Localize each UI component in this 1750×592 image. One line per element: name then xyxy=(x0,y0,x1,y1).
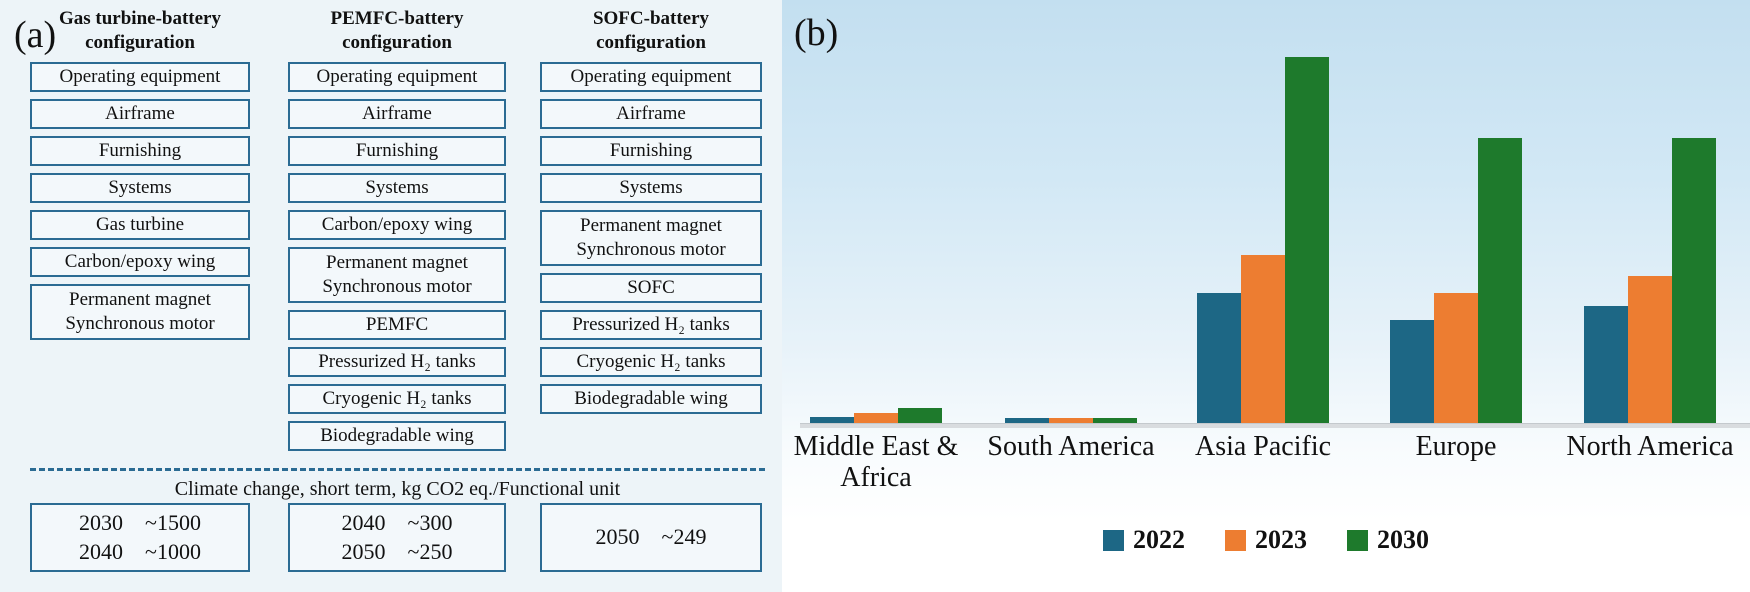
config-box: Furnishing xyxy=(30,136,250,166)
bar-group-middle-east-africa xyxy=(810,408,942,423)
config-box: Biodegradable wing xyxy=(288,421,506,451)
chart-legend: 2022 2023 2030 xyxy=(782,527,1750,553)
metric-box-sofc: 2050 ~249 xyxy=(540,503,762,572)
config-box: Operating equipment xyxy=(30,62,250,92)
panel-b: (b) Middle East & Africa South America Asi… xyxy=(782,0,1750,592)
legend-item-2023: 2023 xyxy=(1225,527,1307,553)
bar-2023-south-america xyxy=(1049,418,1093,423)
config-box: Pressurized H₂ tanks xyxy=(540,310,762,340)
metric-value: ~250 xyxy=(407,538,453,564)
bar-2022-europe xyxy=(1390,320,1434,423)
config-box: SOFC xyxy=(540,273,762,303)
config-box: Airframe xyxy=(30,99,250,129)
config-column-pemfc-battery: PEMFC-battery configuration Operating eq… xyxy=(288,6,506,451)
column-title: SOFC-battery configuration xyxy=(592,7,710,53)
config-box: Carbon/epoxy wing xyxy=(288,210,506,240)
config-box: Furnishing xyxy=(540,136,762,166)
config-box: PEMFC xyxy=(288,310,506,340)
x-label-middle-east-africa: Middle East & Africa xyxy=(793,431,959,493)
bar-group-asia-pacific xyxy=(1197,57,1329,423)
legend-label: 2023 xyxy=(1255,525,1307,554)
config-box: Furnishing xyxy=(288,136,506,166)
legend-label: 2030 xyxy=(1377,525,1429,554)
config-box: Permanent magnet Synchronous motor xyxy=(30,284,250,340)
config-box: Gas turbine xyxy=(30,210,250,240)
bar-2022-north-america xyxy=(1584,306,1628,423)
config-box: Airframe xyxy=(288,99,506,129)
config-box: Permanent magnet Synchronous motor xyxy=(540,210,762,266)
config-box: Permanent magnet Synchronous motor xyxy=(288,247,506,303)
x-axis-line xyxy=(800,423,1750,428)
metric-year: 2050 xyxy=(595,524,640,550)
bar-2030-europe xyxy=(1478,138,1522,423)
panel-a: (a) Gas turbine-battery configuration Op… xyxy=(0,0,782,592)
legend-item-2022: 2022 xyxy=(1103,527,1185,553)
bar-group-europe xyxy=(1390,138,1522,423)
config-box: Biodegradable wing xyxy=(540,384,762,414)
bar-2030-south-america xyxy=(1093,418,1137,423)
bar-group-north-america xyxy=(1584,138,1716,423)
bar-2022-asia-pacific xyxy=(1197,293,1241,423)
bar-2023-north-america xyxy=(1628,276,1672,423)
config-box: Systems xyxy=(540,173,762,203)
config-box: Carbon/epoxy wing xyxy=(30,247,250,277)
bar-2022-middle-east-africa xyxy=(810,417,854,423)
bar-2023-asia-pacific xyxy=(1241,255,1285,423)
metric-value: ~249 xyxy=(661,524,707,550)
bar-chart-plot xyxy=(782,0,1750,423)
metric-row: 2030 ~1500 xyxy=(79,510,201,536)
metric-row: 2040 ~1000 xyxy=(79,539,201,565)
metric-year: 2040 xyxy=(79,538,124,564)
metric-value: ~300 xyxy=(407,510,453,536)
metric-year: 2050 xyxy=(341,538,386,564)
bar-2030-asia-pacific xyxy=(1285,57,1329,423)
config-box: Systems xyxy=(30,173,250,203)
metric-row: 2050 ~249 xyxy=(596,524,707,550)
config-box: Airframe xyxy=(540,99,762,129)
config-box: Operating equipment xyxy=(288,62,506,92)
bar-2022-south-america xyxy=(1005,418,1049,423)
metric-value: ~1000 xyxy=(145,538,201,564)
metric-box-pemfc: 2040 ~300 2050 ~250 xyxy=(288,503,506,572)
bar-group-south-america xyxy=(1005,418,1137,423)
config-box: Pressurized H₂ tanks xyxy=(288,347,506,377)
legend-label: 2022 xyxy=(1133,525,1185,554)
config-box: Cryogenic H₂ tanks xyxy=(540,347,762,377)
metric-year: 2040 xyxy=(341,510,386,536)
panel-a-label: (a) xyxy=(14,14,57,56)
bar-2030-middle-east-africa xyxy=(898,408,942,423)
config-column-gas-turbine-battery: Gas turbine-battery configuration Operat… xyxy=(30,6,250,340)
legend-item-2030: 2030 xyxy=(1347,527,1429,553)
config-box: Cryogenic H₂ tanks xyxy=(288,384,506,414)
legend-swatch-icon xyxy=(1347,529,1368,551)
column-title: Gas turbine-battery configuration xyxy=(58,7,221,53)
x-label-europe: Europe xyxy=(1415,431,1497,462)
x-label-north-america: North America xyxy=(1566,431,1734,462)
metric-value: ~1500 xyxy=(145,510,201,536)
panel-b-label: (b) xyxy=(794,12,839,54)
legend-swatch-icon xyxy=(1103,529,1124,551)
x-label-asia-pacific: Asia Pacific xyxy=(1194,431,1332,462)
config-box: Operating equipment xyxy=(540,62,762,92)
column-title: PEMFC-battery configuration xyxy=(330,7,464,53)
metric-box-gas-turbine: 2030 ~1500 2040 ~1000 xyxy=(30,503,250,572)
metric-year: 2030 xyxy=(79,510,124,536)
dashed-divider xyxy=(30,468,765,471)
climate-metric-title: Climate change, short term, kg CO2 eq./F… xyxy=(174,478,621,500)
x-label-south-america: South America xyxy=(987,431,1155,462)
config-box: Systems xyxy=(288,173,506,203)
legend-swatch-icon xyxy=(1225,529,1246,551)
bar-2023-middle-east-africa xyxy=(854,413,898,423)
metric-row: 2050 ~250 xyxy=(342,539,453,565)
config-column-sofc-battery: SOFC-battery configuration Operating equ… xyxy=(540,6,762,414)
bar-2030-north-america xyxy=(1672,138,1716,423)
bar-2023-europe xyxy=(1434,293,1478,423)
metric-row: 2040 ~300 xyxy=(342,510,453,536)
